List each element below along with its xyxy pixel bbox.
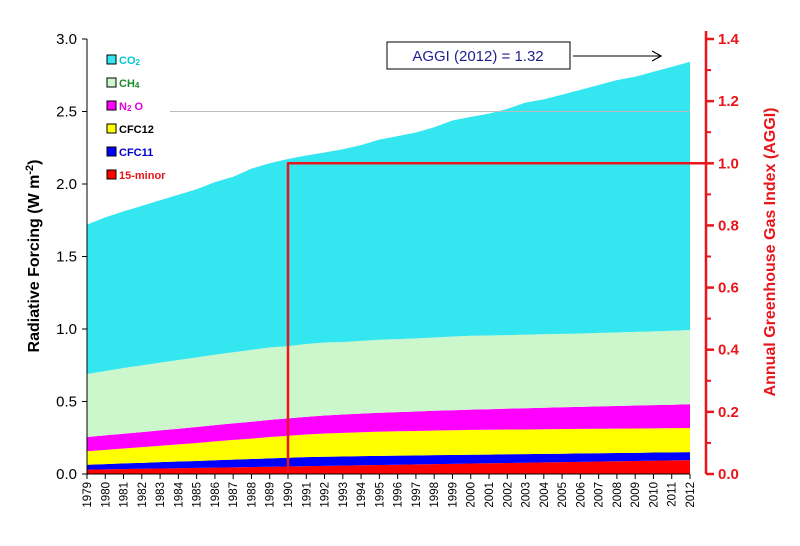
area-n2o <box>87 404 690 452</box>
x-tick-label: 1992 <box>320 482 332 508</box>
x-tick-label: 1999 <box>447 482 459 508</box>
right-tick-label: 0.0 <box>718 466 739 483</box>
x-tick-label: 1986 <box>210 482 222 508</box>
area-cfc12 <box>87 428 690 465</box>
x-tick-label: 1984 <box>173 481 185 507</box>
x-tick-label: 2011 <box>667 482 679 507</box>
legend-label-n2o: N2 O <box>119 101 143 113</box>
legend-swatch-15-minor <box>106 169 117 180</box>
x-tick-label: 2000 <box>466 482 478 508</box>
legend-swatch-co2 <box>106 54 117 65</box>
x-tick-label: 2010 <box>648 482 660 508</box>
legend-label-co2: CO2 <box>119 55 141 67</box>
x-axis: 1979 1980 1981 1982 1983 1984 1985 1986 1987 1988… <box>82 473 697 508</box>
annotation-arrow-head <box>651 50 663 62</box>
right-tick-label: 0.2 <box>718 404 739 421</box>
x-tick-label: 2008 <box>612 482 624 508</box>
x-tick-label: 1981 <box>119 482 131 508</box>
x-tick-label: 1983 <box>155 482 167 508</box>
left-tick-label: 3.0 <box>56 31 77 48</box>
left-y-axis: 0.0 0.5 1.0 1.5 2.0 2.5 3.0 <box>56 31 88 483</box>
legend-label-ch4: CH4 <box>119 78 140 90</box>
x-tick-label: 2007 <box>594 482 606 508</box>
left-tick-label: 1.0 <box>56 321 77 338</box>
x-tick-label: 1996 <box>393 482 405 508</box>
area-co2 <box>87 61 690 374</box>
left-tick-label: 2.0 <box>56 176 77 193</box>
legend-label-15-minor: 15-minor <box>119 170 166 182</box>
x-tick-label: 2006 <box>575 482 587 508</box>
x-tick-label: 1982 <box>137 482 149 508</box>
x-tick-label: 1979 <box>82 482 94 508</box>
left-tick-label: 0.0 <box>56 466 77 483</box>
legend-swatch-cfc12 <box>106 123 117 134</box>
legend-label-cfc11: CFC11 <box>119 147 153 159</box>
x-tick-label: 1980 <box>100 482 112 508</box>
x-tick-label: 1993 <box>338 482 350 508</box>
right-tick-label: 0.4 <box>718 342 740 359</box>
x-tick-label: 1989 <box>265 482 277 508</box>
x-tick-label: 2004 <box>539 481 551 507</box>
x-tick-label: 1985 <box>192 482 204 508</box>
left-tick-label: 0.5 <box>56 394 77 411</box>
x-tick-label: 2009 <box>630 482 642 508</box>
legend: CO2 CH4 N2 O CFC12 CFC11 15-minor <box>106 54 166 182</box>
annotation-text: AGGI (2012) = 1.32 <box>412 48 543 65</box>
x-tick-label: 2003 <box>521 482 533 508</box>
x-tick-label: 2002 <box>502 482 514 508</box>
x-tick-label: 1991 <box>301 482 313 508</box>
right-tick-label: 0.8 <box>718 217 739 234</box>
x-tick-label: 1990 <box>283 482 295 508</box>
area-15-minor <box>87 460 690 474</box>
x-tick-label: 2005 <box>557 482 569 508</box>
aggi-reference-lines <box>286 162 706 474</box>
x-tick-label: 1997 <box>411 482 423 508</box>
right-y-axis: 0.0 0.2 0.4 0.6 0.8 1.0 1.2 1.4 <box>704 31 740 483</box>
aggi-annotation: AGGI (2012) = 1.32 <box>386 41 663 70</box>
legend-swatch-cfc11 <box>106 146 117 157</box>
y-axis-left-label: Radiative Forcing (W m-2) <box>24 160 43 353</box>
right-tick-label: 0.6 <box>718 280 739 297</box>
x-tick-label: 2012 <box>685 482 697 508</box>
legend-swatch-n2o <box>106 100 117 111</box>
right-tick-label: 1.2 <box>718 93 739 110</box>
left-tick-label: 2.5 <box>56 104 77 121</box>
right-tick-label: 1.0 <box>718 155 739 172</box>
y-axis-right-label: Annual Greenhouse Gas Index (AGGI) <box>762 108 779 397</box>
legend-swatch-ch4 <box>106 77 117 88</box>
x-tick-label: 1998 <box>429 482 441 508</box>
x-tick-label: 1988 <box>246 482 258 508</box>
plot-areas <box>87 61 690 474</box>
x-tick-label: 1994 <box>356 481 368 507</box>
right-tick-label: 1.4 <box>718 31 740 48</box>
area-ch4 <box>87 330 690 438</box>
area-cfc11 <box>87 452 690 470</box>
legend-label-cfc12: CFC12 <box>119 124 154 136</box>
left-tick-label: 1.5 <box>56 249 77 266</box>
annotation-box <box>386 41 571 70</box>
x-tick-label: 1995 <box>374 482 386 508</box>
x-tick-label: 2001 <box>484 482 496 508</box>
x-tick-label: 1987 <box>228 482 240 508</box>
